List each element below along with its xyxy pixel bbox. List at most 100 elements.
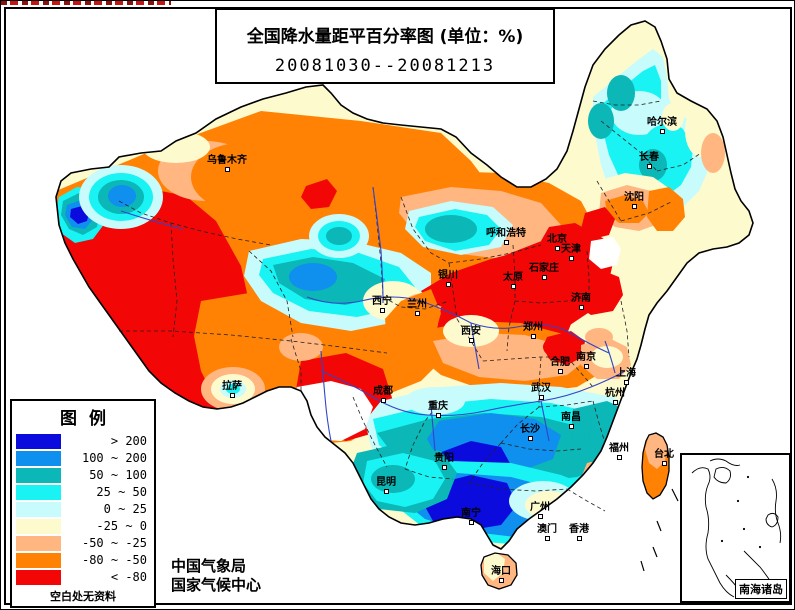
legend-row: -50 ~ -25 — [16, 535, 150, 551]
legend-row: 50 ~ 100 — [16, 467, 150, 483]
city-label: 西安 — [461, 327, 481, 343]
city-label: 南昌 — [561, 413, 581, 429]
city-marker-dot — [379, 308, 385, 313]
legend-color-swatch — [16, 433, 61, 449]
city-label: 呼和浩特 — [486, 229, 526, 245]
city-name: 上海 — [616, 368, 636, 379]
city-label: 昆明 — [376, 478, 396, 494]
city-name: 哈尔滨 — [647, 117, 677, 128]
city-marker-dot — [538, 395, 544, 400]
city-label: 武汉 — [531, 384, 551, 400]
city-label: 济南 — [571, 294, 591, 310]
legend-entries: > 200 100 ~ 200 50 ~ 100 25 ~ 50 0 ~ 25 -25 ~… — [12, 433, 154, 587]
city-marker-dot — [623, 380, 629, 385]
city-label: 长春 — [639, 153, 659, 169]
city-marker-dot — [530, 334, 536, 339]
top-edge-artifact — [1, 1, 171, 5]
city-label: 重庆 — [428, 402, 448, 418]
city-name: 沈阳 — [624, 192, 644, 203]
legend-range-label: < -80 — [110, 570, 147, 584]
city-name: 呼和浩特 — [486, 228, 526, 239]
legend-range-label: 50 ~ 100 — [89, 468, 147, 482]
city-label: 石家庄 — [529, 264, 559, 280]
city-name: 南昌 — [561, 412, 581, 423]
city-marker-dot — [383, 489, 389, 494]
city-marker-dot — [557, 369, 563, 374]
city-label: 太原 — [503, 273, 523, 289]
city-name: 合肥 — [550, 357, 570, 368]
city-marker-dot — [441, 465, 447, 470]
city-marker-dot — [554, 246, 560, 251]
city-label: 长沙 — [520, 425, 540, 441]
city-name: 石家庄 — [529, 263, 559, 274]
city-label: 成都 — [373, 387, 393, 403]
legend-range-label: 0 ~ 25 — [103, 502, 147, 516]
city-name: 澳门 — [537, 524, 557, 535]
city-label: 台北 — [654, 450, 674, 466]
legend-color-swatch — [16, 501, 61, 517]
city-label: 北京 — [547, 235, 567, 251]
city-name: 北京 — [547, 234, 567, 245]
city-marker-dot — [612, 400, 618, 405]
city-label: 拉萨 — [222, 382, 242, 398]
city-label: 银川 — [438, 271, 458, 287]
legend-color-swatch — [16, 450, 61, 466]
city-label: 西宁 — [372, 297, 392, 313]
inset-coastline — [691, 458, 782, 598]
legend-row: -25 ~ 0 — [16, 518, 150, 534]
city-marker-dot — [468, 520, 474, 525]
legend-range-label: -50 ~ -25 — [81, 536, 147, 550]
city-marker-dot — [631, 204, 637, 209]
inset-label: 南海诸岛 — [735, 579, 787, 599]
city-name: 昆明 — [376, 477, 396, 488]
city-marker-dot — [435, 413, 441, 418]
city-label: 香港 — [569, 525, 589, 541]
city-marker-dot — [527, 436, 533, 441]
city-name: 西宁 — [372, 296, 392, 307]
attribution-center: 国家气候中心 — [171, 576, 262, 594]
city-marker-dot — [229, 393, 235, 398]
city-marker-dot — [583, 364, 589, 369]
city-name: 太原 — [503, 272, 523, 283]
legend-color-swatch — [16, 552, 61, 568]
legend-no-data-note: 空白处无资料 — [50, 590, 116, 603]
city-name: 长春 — [639, 152, 659, 163]
city-name: 福州 — [609, 443, 629, 454]
city-marker-dot — [510, 284, 516, 289]
city-label: 乌鲁木齐 — [207, 156, 247, 172]
city-label: 上海 — [616, 369, 636, 385]
city-name: 重庆 — [428, 401, 448, 412]
city-label: 天津 — [561, 245, 581, 261]
legend-range-label: -80 ~ -50 — [81, 553, 147, 567]
city-name: 杭州 — [605, 388, 625, 399]
city-marker-dot — [541, 275, 547, 280]
city-name: 成都 — [373, 386, 393, 397]
city-name: 香港 — [569, 524, 589, 535]
legend-row: 100 ~ 200 — [16, 450, 150, 466]
legend-row: < -80 — [16, 569, 150, 585]
city-label: 贵阳 — [434, 454, 454, 470]
city-name: 海口 — [491, 566, 511, 577]
south-china-sea-inset: 南海诸岛 — [680, 453, 791, 603]
city-name: 天津 — [561, 244, 581, 255]
city-label: 杭州 — [605, 389, 625, 405]
city-marker-dot — [380, 398, 386, 403]
legend-row: 0 ~ 25 — [16, 501, 150, 517]
city-name: 乌鲁木齐 — [207, 155, 247, 166]
city-marker-dot — [224, 167, 230, 172]
city-name: 西安 — [461, 326, 481, 337]
legend-color-swatch — [16, 535, 61, 551]
city-label: 海口 — [491, 567, 511, 583]
city-name: 南京 — [576, 352, 596, 363]
city-marker-dot — [503, 240, 509, 245]
city-label: 合肥 — [550, 358, 570, 374]
city-marker-dot — [646, 164, 652, 169]
city-marker-dot — [661, 461, 667, 466]
legend-range-label: -25 ~ 0 — [96, 519, 147, 533]
city-label: 福州 — [609, 444, 629, 460]
legend-heading: 图例 — [60, 409, 118, 429]
city-name: 郑州 — [523, 322, 543, 333]
legend-row: > 200 — [16, 433, 150, 449]
